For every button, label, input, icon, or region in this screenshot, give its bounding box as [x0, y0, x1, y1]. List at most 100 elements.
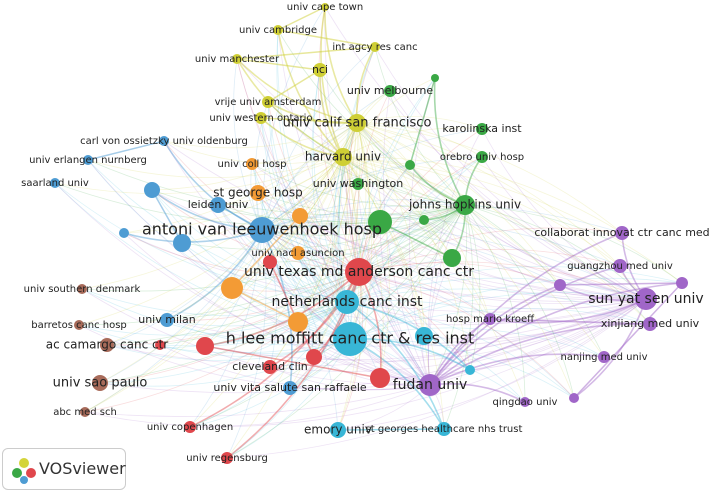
edge	[231, 287, 647, 326]
edge	[181, 156, 344, 244]
edge	[277, 29, 431, 386]
node-label: barretos canc hosp	[31, 320, 127, 331]
node-label: sun yat sen univ	[588, 291, 703, 307]
edge	[54, 182, 431, 386]
edge	[464, 204, 683, 284]
edge	[269, 298, 647, 372]
edge	[231, 287, 299, 323]
edge	[464, 204, 575, 399]
edge	[261, 224, 647, 300]
node	[321, 3, 329, 11]
node	[262, 96, 274, 108]
edge	[464, 204, 605, 358]
edge	[181, 242, 348, 303]
edge	[356, 122, 425, 221]
edge	[99, 229, 263, 384]
edge	[379, 221, 647, 300]
edge	[423, 298, 647, 340]
edge	[481, 128, 647, 300]
edge	[269, 204, 466, 263]
edge	[269, 122, 358, 368]
edge	[166, 204, 466, 321]
edge	[357, 183, 647, 300]
edge	[226, 122, 358, 459]
node-label: ac camargo canc ctr	[46, 338, 169, 352]
node-label: johns hopkins univ	[408, 198, 521, 212]
edge	[358, 248, 621, 273]
edge	[356, 115, 483, 130]
edge	[319, 69, 466, 206]
edge	[251, 163, 466, 208]
node	[333, 322, 367, 356]
edge	[324, 6, 431, 386]
edge	[84, 384, 431, 427]
edge	[261, 156, 483, 231]
edge	[346, 301, 471, 371]
edge	[324, 6, 647, 300]
node-label: vrije univ amsterdam	[215, 97, 322, 108]
logo[interactable]: VOSviewer	[2, 448, 126, 490]
node	[255, 112, 267, 124]
edge	[277, 29, 344, 158]
edge	[166, 229, 263, 321]
edge	[313, 356, 431, 386]
edge	[260, 117, 351, 340]
node	[476, 123, 488, 135]
edge	[559, 282, 683, 286]
node-label: qingdao univ	[493, 397, 558, 408]
node	[291, 246, 305, 260]
edge	[226, 204, 466, 459]
edge	[81, 204, 466, 292]
edge	[342, 156, 466, 206]
node	[221, 277, 243, 299]
edge	[299, 122, 358, 217]
edge	[181, 242, 431, 386]
edge	[236, 58, 344, 158]
edge	[342, 156, 491, 320]
edge	[99, 122, 358, 384]
edge	[261, 122, 358, 231]
edge	[189, 298, 647, 428]
edge	[342, 156, 453, 259]
edge	[358, 261, 647, 300]
edge	[261, 211, 425, 231]
edge	[356, 122, 466, 206]
edge	[489, 318, 651, 325]
edge	[342, 156, 683, 284]
node	[173, 234, 191, 252]
edge	[297, 204, 466, 254]
node	[330, 422, 346, 438]
node	[100, 338, 114, 352]
edge	[313, 69, 348, 303]
edge	[349, 164, 411, 340]
edge	[217, 204, 431, 386]
edge	[87, 159, 466, 216]
node-label: univ texas md anderson canc ctr	[244, 264, 474, 280]
node-label: int agcy res canc	[332, 42, 417, 53]
edge	[464, 204, 647, 300]
edge	[257, 192, 360, 273]
node	[74, 320, 84, 330]
node	[569, 393, 579, 403]
node-label: collaborat innovat ctr canc med	[534, 226, 709, 239]
edge	[429, 265, 621, 386]
edge	[261, 229, 575, 399]
edge	[236, 58, 321, 71]
edge	[349, 298, 647, 347]
edge	[78, 324, 431, 391]
edge	[313, 122, 361, 358]
edge	[342, 156, 445, 430]
edge	[81, 288, 351, 343]
edge	[151, 189, 360, 273]
edge	[236, 58, 358, 124]
edge	[151, 189, 348, 303]
edge	[356, 122, 561, 286]
node	[476, 151, 488, 163]
node	[465, 365, 475, 375]
node	[273, 25, 283, 35]
edge	[163, 140, 431, 386]
node	[250, 185, 266, 201]
edge	[251, 163, 647, 300]
node-label: univ coll hosp	[218, 159, 287, 170]
